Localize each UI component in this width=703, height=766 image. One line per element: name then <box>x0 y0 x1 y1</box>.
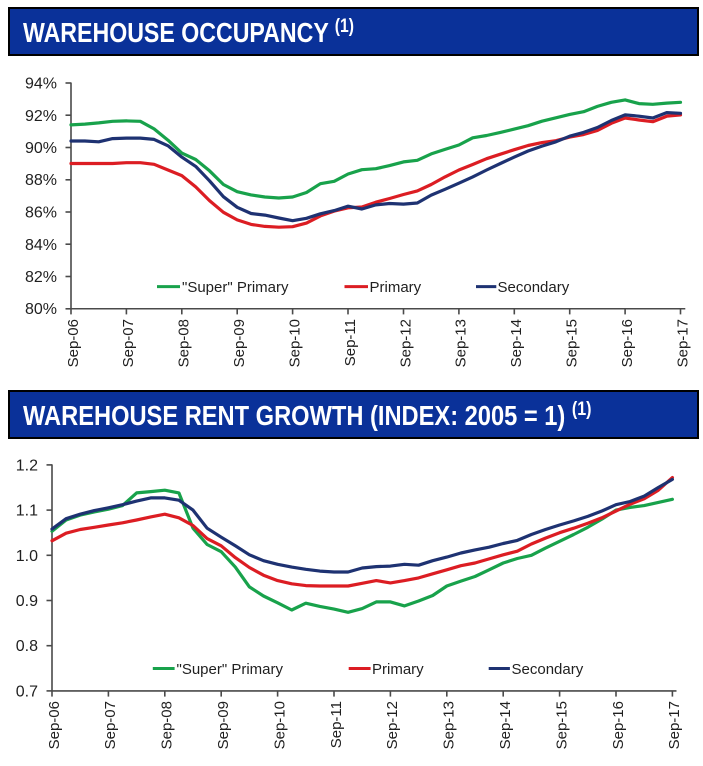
svg-text:84%: 84% <box>25 237 57 254</box>
svg-text:1.1: 1.1 <box>16 503 38 520</box>
svg-text:Sep-09: Sep-09 <box>231 319 248 367</box>
svg-text:Primary: Primary <box>372 661 424 678</box>
svg-text:82%: 82% <box>25 269 57 286</box>
svg-text:Sep-14: Sep-14 <box>497 701 514 749</box>
svg-text:Sep-08: Sep-08 <box>176 319 193 367</box>
svg-text:Sep-12: Sep-12 <box>397 319 414 367</box>
svg-text:Sep-14: Sep-14 <box>508 319 525 367</box>
svg-text:Sep-08: Sep-08 <box>159 701 176 749</box>
svg-text:Sep-10: Sep-10 <box>286 319 303 367</box>
svg-text:"Super" Primary: "Super" Primary <box>177 661 284 678</box>
svg-text:80%: 80% <box>25 301 57 318</box>
svg-text:1.0: 1.0 <box>16 548 38 565</box>
svg-text:Sep-15: Sep-15 <box>563 319 580 367</box>
svg-text:Sep-17: Sep-17 <box>666 701 683 749</box>
svg-text:Secondary: Secondary <box>498 279 570 296</box>
svg-text:90%: 90% <box>25 140 57 157</box>
svg-text:Sep-12: Sep-12 <box>384 701 401 749</box>
svg-text:Sep-10: Sep-10 <box>271 701 288 749</box>
svg-text:Sep-16: Sep-16 <box>610 701 627 749</box>
svg-text:Primary: Primary <box>370 279 422 296</box>
svg-text:Sep-13: Sep-13 <box>453 319 470 367</box>
svg-text:Sep-07: Sep-07 <box>120 319 137 367</box>
svg-text:Sep-11: Sep-11 <box>342 319 359 366</box>
svg-text:Sep-13: Sep-13 <box>441 701 458 749</box>
svg-text:Sep-06: Sep-06 <box>65 319 82 367</box>
svg-text:1.2: 1.2 <box>16 457 38 474</box>
svg-text:Sep-06: Sep-06 <box>46 701 63 749</box>
svg-text:Sep-11: Sep-11 <box>328 701 345 748</box>
svg-text:Secondary: Secondary <box>512 661 584 678</box>
svg-text:0.7: 0.7 <box>16 683 38 700</box>
svg-text:Sep-16: Sep-16 <box>619 319 636 367</box>
svg-text:Sep-09: Sep-09 <box>215 701 232 749</box>
svg-text:88%: 88% <box>25 172 57 189</box>
svg-text:0.9: 0.9 <box>16 593 38 610</box>
svg-text:94%: 94% <box>25 76 57 93</box>
svg-text:"Super" Primary: "Super" Primary <box>182 279 289 296</box>
svg-text:Sep-17: Sep-17 <box>674 319 691 367</box>
svg-text:86%: 86% <box>25 205 57 222</box>
svg-text:Sep-07: Sep-07 <box>102 701 119 749</box>
svg-text:92%: 92% <box>25 108 57 125</box>
svg-text:0.8: 0.8 <box>16 638 38 655</box>
svg-text:Sep-15: Sep-15 <box>553 701 570 749</box>
